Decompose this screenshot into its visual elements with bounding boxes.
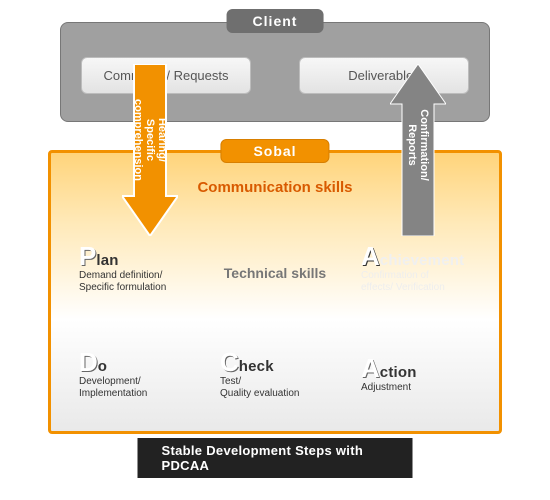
caption-bar: Stable Development Steps with PDCAA [138, 438, 413, 478]
plan-letter: P [79, 243, 96, 269]
achievement-letter: A [361, 243, 380, 269]
plan-desc: Demand definition/ Specific formulation [79, 270, 195, 293]
check-letter: C [220, 349, 239, 375]
do-word: o [98, 358, 107, 375]
sobal-tab: Sobal [220, 139, 329, 163]
achievement-word: chievement [380, 252, 465, 269]
check-word: heck [239, 358, 274, 375]
node-action: A ction Adjustment [349, 333, 487, 415]
client-tab: Client [227, 9, 324, 33]
action-letter: A [361, 355, 380, 381]
node-do: D o Development/ Implementation [67, 333, 205, 415]
do-desc: Development/ Implementation [79, 376, 195, 399]
check-desc: Test/ Quality evaluation [220, 376, 336, 399]
node-plan: P lan Demand definition/ Specific formul… [67, 228, 205, 308]
node-check: C heck Test/ Quality evaluation [208, 333, 346, 415]
action-desc: Adjustment [361, 382, 477, 394]
achievement-desc: Confirmation of effects/ Verification [361, 270, 477, 293]
action-word: ction [380, 364, 417, 381]
node-achievement: A chievement Confirmation of effects/ Ve… [349, 228, 487, 308]
arrow-down-label: Hearing/ Specific comprehension [132, 75, 168, 205]
do-letter: D [79, 349, 98, 375]
plan-word: lan [96, 252, 118, 269]
arrow-up-label: Confirmation/ Reports [406, 85, 430, 205]
